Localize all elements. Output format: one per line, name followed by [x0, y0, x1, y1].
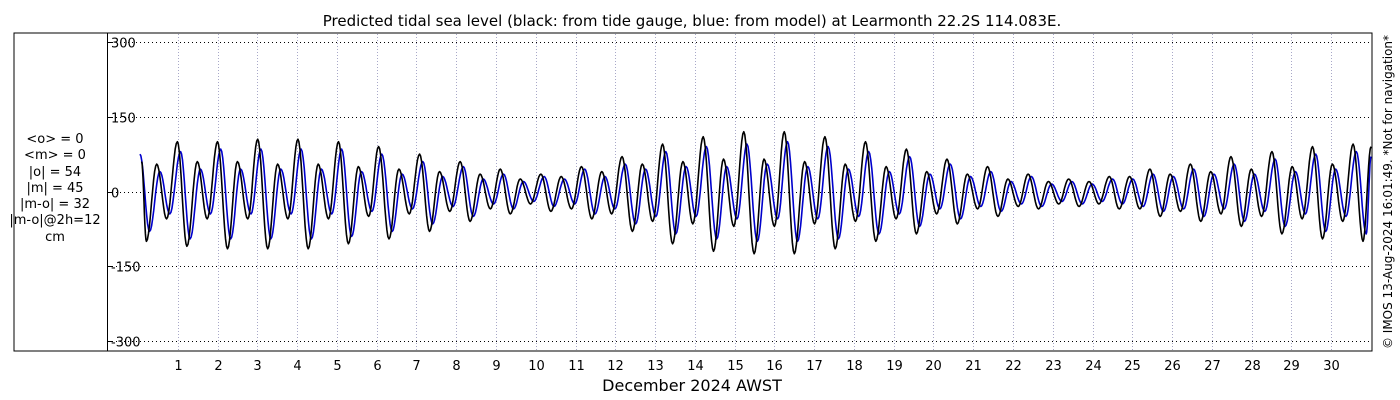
side-note: © IMOS 13-Aug-2024 16:01:49. *Not for na…	[1381, 35, 1395, 349]
x-tick-label: 28	[1244, 359, 1261, 374]
x-tick-label: 16	[766, 359, 783, 374]
x-tick-label: 25	[1124, 359, 1141, 374]
x-tick-label: 23	[1045, 359, 1062, 374]
series-gauge-line	[140, 130, 1372, 255]
series-model-line	[139, 140, 1372, 243]
stat-mean-observed: <o> = 0	[26, 132, 84, 147]
stats-panel: <o> = 0 <m> = 0 |o| = 54 |m| = 45 |m-o| …	[6, 132, 104, 246]
chart-title: Predicted tidal sea level (black: from t…	[323, 12, 1061, 30]
x-tick-label: 19	[886, 359, 903, 374]
x-tick-label: 4	[293, 359, 301, 374]
x-tick-label: 3	[253, 359, 261, 374]
stat-units: cm	[45, 229, 65, 245]
x-tick-label: 17	[806, 359, 823, 374]
y-tick-label: 150	[111, 112, 136, 127]
x-tick-label: 15	[727, 359, 744, 374]
x-tick-label: 7	[412, 359, 420, 374]
x-tick-label: 18	[846, 359, 863, 374]
stat-abs-model: |m| = 45	[26, 180, 84, 196]
x-tick-label: 27	[1204, 359, 1221, 374]
x-tick-label: 30	[1323, 359, 1340, 374]
stat-abs-diff-2h: |m-o|@2h=12	[9, 213, 101, 229]
outer-frame	[13, 32, 1373, 352]
x-tick-label: 24	[1085, 359, 1102, 374]
x-tick-label: 13	[647, 359, 664, 374]
stat-abs-diff: |m-o| = 32	[19, 197, 90, 213]
x-tick-label: 12	[607, 359, 624, 374]
stat-abs-observed: |o| = 54	[28, 164, 82, 180]
y-tick-labels: 300 150 0 -150 -300	[108, 37, 141, 351]
x-axis-label: December 2024 AWST	[602, 376, 782, 395]
x-tick-label: 1	[174, 359, 182, 374]
x-tick-label: 29	[1283, 359, 1300, 374]
stat-mean-model: <m> = 0	[24, 148, 86, 164]
x-tick-label: 11	[568, 359, 585, 374]
x-tick-label: 21	[965, 359, 982, 374]
x-tick-label: 8	[452, 359, 460, 374]
x-tick-label: 10	[528, 359, 545, 374]
x-tick-label: 26	[1164, 359, 1181, 374]
series-layer	[139, 130, 1372, 255]
x-tick-labels: 1 2 3 4 5 6 7 8 9 10 11 12 13 14 15 16 17 18 19 20 21 22 23 24 2…	[174, 359, 1339, 374]
y-tick-label: 0	[111, 187, 119, 202]
x-tick-label: 6	[373, 359, 381, 374]
y-tick-label: -300	[111, 336, 141, 351]
x-tick-label: 22	[1005, 359, 1022, 374]
y-tick-label: 300	[111, 37, 136, 52]
x-tick-label: 14	[687, 359, 704, 374]
x-tick-label: 2	[214, 359, 222, 374]
x-tick-label: 20	[925, 359, 942, 374]
grid-layer	[108, 34, 1371, 350]
y-tick-label: -150	[111, 261, 141, 276]
x-tick-label: 5	[333, 359, 341, 374]
x-tick-label: 9	[492, 359, 500, 374]
